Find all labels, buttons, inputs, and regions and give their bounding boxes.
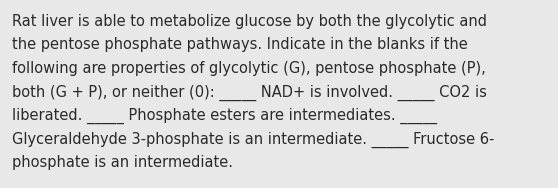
- Text: Glyceraldehyde 3-phosphate is an intermediate. _____ Fructose 6-: Glyceraldehyde 3-phosphate is an interme…: [12, 131, 494, 148]
- Text: the pentose phosphate pathways. Indicate in the blanks if the: the pentose phosphate pathways. Indicate…: [12, 37, 468, 52]
- Text: phosphate is an intermediate.: phosphate is an intermediate.: [12, 155, 233, 170]
- Text: both (G + P), or neither (0): _____ NAD+ is involved. _____ CO2 is: both (G + P), or neither (0): _____ NAD+…: [12, 84, 487, 101]
- Text: Rat liver is able to metabolize glucose by both the glycolytic and: Rat liver is able to metabolize glucose …: [12, 14, 487, 29]
- Text: following are properties of glycolytic (G), pentose phosphate (P),: following are properties of glycolytic (…: [12, 61, 486, 76]
- Text: liberated. _____ Phosphate esters are intermediates. _____: liberated. _____ Phosphate esters are in…: [12, 108, 437, 124]
